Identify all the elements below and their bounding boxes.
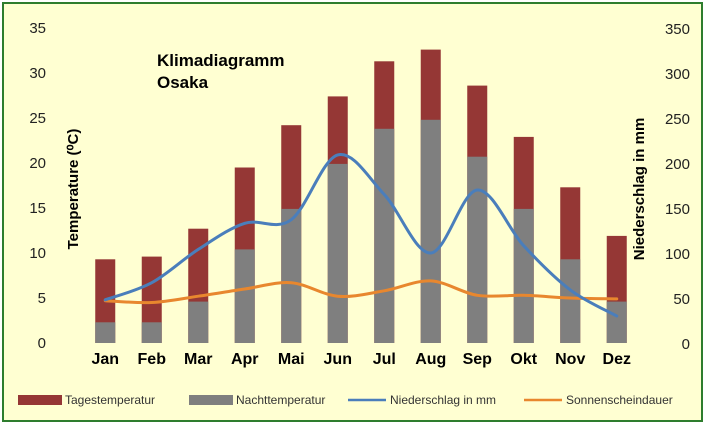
y-right-tick-label: 250 [665, 111, 690, 128]
legend-swatch [189, 395, 233, 405]
y-left-tick-label: 25 [29, 110, 46, 127]
chart-title-line-2: Osaka [157, 73, 209, 92]
x-tick-label: Apr [231, 351, 259, 368]
x-tick-label: Jun [324, 351, 352, 368]
bar-nachttemperatur [560, 259, 581, 343]
climate-chart: Klimadiagramm Osaka Temperature (⁰C) Nie… [18, 20, 690, 407]
x-tick-label: Okt [510, 351, 537, 368]
bar-nachttemperatur [467, 156, 488, 343]
bar-nachttemperatur [188, 301, 209, 343]
bar-nachttemperatur [420, 119, 441, 343]
bar-nachttemperatur [327, 163, 348, 343]
y-left-tick-label: 20 [29, 155, 46, 172]
x-tick-label: Sep [463, 351, 493, 368]
y-right-tick-label: 200 [665, 156, 690, 173]
x-tick-label: Dez [603, 351, 631, 368]
y-axis-left-label: Temperature (⁰C) [65, 129, 82, 250]
line-sonnenscheindauer [103, 279, 619, 305]
legend-label: Tagestemperatur [65, 393, 155, 407]
x-tick-label: Mar [184, 351, 212, 368]
y-right-tick-label: 0 [682, 336, 690, 353]
y-left-tick-label: 35 [29, 20, 46, 37]
chart-frame: Klimadiagramm Osaka Temperature (⁰C) Nie… [2, 2, 703, 422]
legend-label: Sonnenscheindauer [566, 393, 673, 407]
x-tick-label: Nov [555, 351, 585, 368]
line-niederschlag-in-mm [103, 153, 619, 318]
bar-nachttemperatur [141, 322, 162, 343]
x-tick-label: Jul [373, 351, 396, 368]
x-tick-label: Mai [278, 351, 305, 368]
y-left-tick-label: 10 [29, 245, 46, 262]
x-tick-label: Jan [91, 351, 119, 368]
bar-nachttemperatur [374, 128, 395, 343]
y-right-tick-label: 100 [665, 246, 690, 263]
bar-nachttemperatur [606, 301, 627, 343]
x-tick-label: Aug [415, 351, 446, 368]
y-left-tick-label: 0 [38, 335, 46, 352]
y-right-tick-label: 150 [665, 201, 690, 218]
legend-label: Niederschlag in mm [390, 393, 496, 407]
legend-label: Nachttemperatur [236, 393, 325, 407]
bar-nachttemperatur [281, 208, 302, 343]
y-axis-right-label: Niederschlag in mm [631, 118, 648, 261]
y-left-tick-label: 15 [29, 200, 46, 217]
legend-swatch [18, 395, 62, 405]
bar-nachttemperatur [234, 249, 255, 343]
y-right-tick-label: 300 [665, 66, 690, 83]
bar-nachttemperatur [95, 322, 116, 343]
y-right-tick-label: 50 [673, 291, 690, 308]
y-left-tick-label: 30 [29, 65, 46, 82]
x-tick-label: Feb [138, 351, 167, 368]
bar-nachttemperatur [513, 208, 534, 343]
y-left-tick-label: 5 [38, 290, 46, 307]
chart-title-line-1: Klimadiagramm [157, 51, 285, 70]
y-right-tick-label: 350 [665, 21, 690, 38]
